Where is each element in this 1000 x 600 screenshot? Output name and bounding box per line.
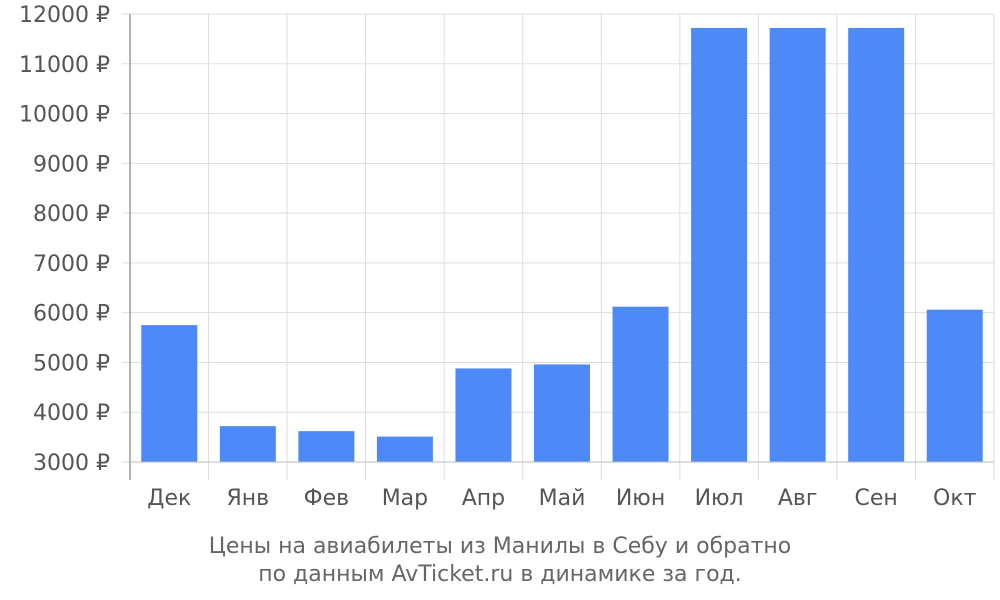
y-tick-label: 10000 ₽: [19, 103, 110, 128]
chart-subtitle: по данным AvTicket.ru в динамике за год.: [258, 562, 742, 587]
bar-6: [534, 364, 590, 462]
bar-8: [691, 27, 748, 463]
x-tick-label: Мар: [382, 486, 428, 511]
axes: [129, 14, 994, 480]
bar-7: [612, 306, 669, 462]
x-tick-label: Фев: [304, 486, 349, 511]
x-axis-labels: Дек Янв Фев Мар Апр Май Июн Июл Авг Сен Окт: [147, 486, 976, 511]
chart-title: Цены на авиабилеты из Манилы в Себу и об…: [208, 534, 792, 559]
x-tick-label: Июл: [695, 486, 744, 511]
x-tick-label: Янв: [226, 486, 269, 511]
bar-1: [141, 325, 198, 462]
y-tick-label: 11000 ₽: [19, 53, 110, 78]
y-tick-label: 3000 ₽: [33, 451, 110, 476]
bar-chart: 3000 ₽ 4000 ₽ 5000 ₽ 6000 ₽ 7000 ₽ 8000 ₽ 9000…: [19, 3, 995, 511]
x-tick-label: Сен: [855, 486, 898, 511]
bar-9: [769, 27, 826, 463]
bar-4: [376, 436, 433, 462]
bar-5: [455, 368, 512, 462]
y-axis-labels: 3000 ₽ 4000 ₽ 5000 ₽ 6000 ₽ 7000 ₽ 8000 ₽ 9000…: [19, 3, 110, 476]
y-tick-label: 12000 ₽: [19, 3, 110, 28]
bar-2: [219, 426, 276, 462]
bar-3: [298, 431, 355, 462]
x-tick-label: Авг: [778, 486, 818, 511]
x-tick-label: Апр: [462, 486, 505, 511]
y-tick-label: 7000 ₽: [33, 252, 110, 277]
y-tick-label: 6000 ₽: [33, 302, 110, 327]
bar-10: [848, 27, 905, 463]
y-tick-label: 9000 ₽: [33, 152, 110, 177]
y-tick-label: 8000 ₽: [33, 202, 110, 227]
x-tick-label: Окт: [933, 486, 977, 511]
x-tick-label: Июн: [616, 486, 665, 511]
x-tick-label: Дек: [147, 486, 191, 511]
x-tick-label: Май: [539, 486, 586, 511]
y-tick-label: 5000 ₽: [33, 351, 110, 376]
y-tick-label: 4000 ₽: [33, 401, 110, 426]
bars: [141, 27, 983, 463]
bar-11: [926, 309, 983, 462]
